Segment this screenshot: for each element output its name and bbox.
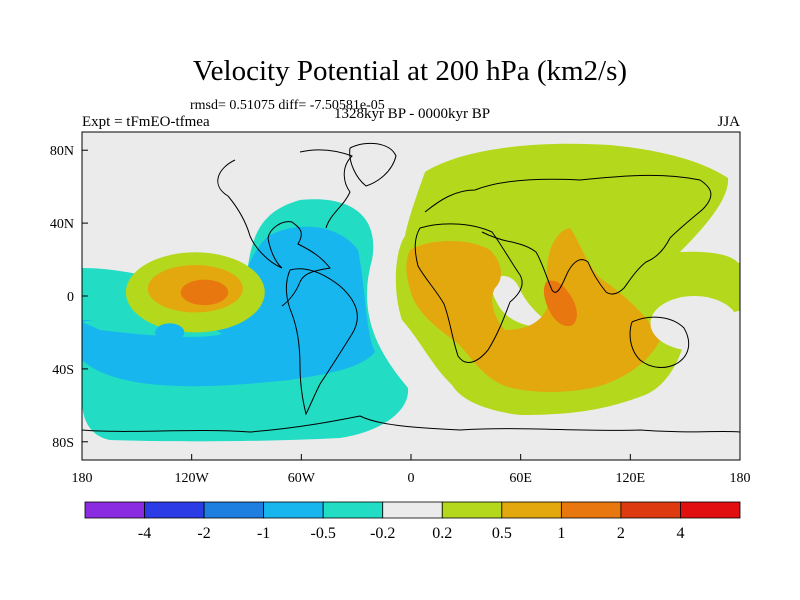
east-pacific-positive-core [180, 279, 229, 306]
antarctica-coastline [82, 415, 740, 433]
season-string: JJA [717, 114, 740, 130]
y-tick-label: 80S [52, 436, 74, 451]
x-tick-label: 180 [72, 471, 93, 486]
colorbar-swatch [263, 501, 324, 519]
colorbar-swatch [203, 501, 265, 519]
x-tick-label: 180 [730, 471, 751, 486]
x-tick-label: 120E [616, 471, 646, 486]
colorbar-swatch [680, 501, 741, 519]
colorbar-swatch [620, 501, 681, 519]
stats-string: rmsd= 0.51075 diff= -7.50581e-05 [190, 98, 385, 113]
pacific-negative-inner [82, 226, 375, 387]
eurasia-coastline [424, 174, 712, 295]
y-tick-label: 80N [50, 144, 74, 159]
colorbar-swatch [382, 501, 443, 519]
greenland-coastline [349, 142, 397, 187]
south-pacific-negative-core [155, 323, 185, 342]
experiment-string: Expt = tFmEO-tfmea [82, 114, 210, 130]
y-tick-label: 0 [67, 290, 74, 305]
colorbar-label: -0.2 [370, 525, 395, 542]
colorbar-label: 1 [557, 525, 565, 542]
colorbar-label: 0.2 [432, 525, 452, 542]
west-pacific-negative [650, 296, 739, 351]
y-tick-label: 40N [50, 217, 74, 232]
eastern-hemisphere-positive-mid [406, 228, 660, 392]
colorbar-label: 0.5 [492, 525, 512, 542]
africa-coastline [414, 223, 523, 364]
x-tick-label: 60W [288, 471, 316, 486]
chart-title: Velocity Potential at 200 hPa (km2/s) [193, 55, 627, 87]
colorbar-label: -1 [257, 525, 270, 542]
colorbar-label: 2 [617, 525, 625, 542]
colorbar-swatch [560, 501, 622, 519]
colorbar-swatch [144, 501, 205, 519]
colorbar-swatch [322, 501, 384, 519]
colorbar-label: -4 [138, 525, 151, 542]
colorbar-swatch [84, 501, 145, 519]
colorbar: -4 -2 -1 -0.5 -0.2 0.2 0.5 1 2 4 [84, 501, 741, 542]
indian-ocean-negative [496, 286, 516, 306]
australia-coastline [629, 316, 690, 368]
colorbar-label: -2 [197, 525, 210, 542]
y-tick-label: 40S [52, 363, 74, 378]
time-span-string: 1328kyr BP - 0000kyr BP [334, 106, 490, 122]
x-tick-label: 120W [175, 471, 210, 486]
x-tick-label: 0 [408, 471, 415, 486]
colorbar-swatch [501, 501, 562, 519]
eastern-hemisphere-positive-core [543, 280, 577, 327]
contour-map: 180 120W 60W 0 60E 120E 180 80N 40N 0 40S 80S [50, 131, 751, 486]
colorbar-label: -0.5 [311, 525, 336, 542]
north-america-coastline [217, 149, 353, 307]
south-america-coastline [285, 268, 358, 416]
x-tick-label: 60E [509, 471, 532, 486]
coastline-outlines [82, 142, 740, 433]
colorbar-swatch [441, 501, 503, 519]
colorbar-label: 4 [676, 525, 684, 542]
